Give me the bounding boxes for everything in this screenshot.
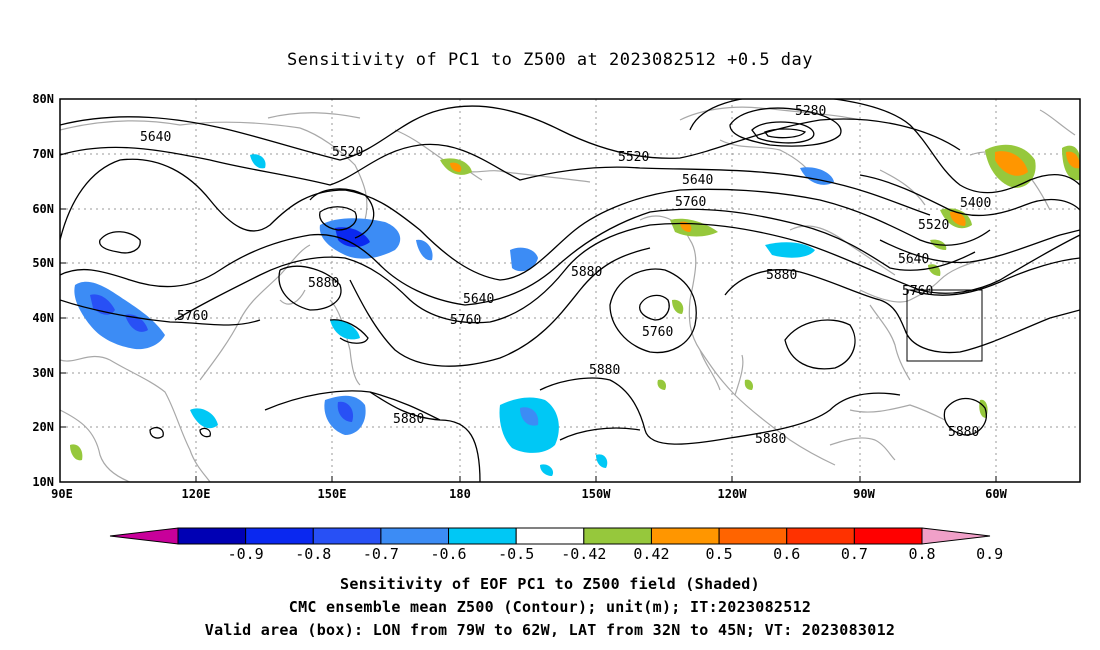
colorbar-tick-label: -0.42 bbox=[561, 545, 607, 563]
contour-label: 5760 bbox=[177, 309, 208, 324]
contour-label: 5520 bbox=[332, 145, 363, 160]
contour-label: 5880 bbox=[571, 265, 602, 280]
lon-label: 120E bbox=[181, 487, 211, 501]
contour-label: 5760 bbox=[642, 325, 673, 340]
lon-label: 90W bbox=[853, 487, 875, 501]
map-title: Sensitivity of PC1 to Z500 at 2023082512… bbox=[286, 50, 813, 70]
colorbar-tick-label: 0.42 bbox=[633, 545, 670, 563]
contour-label: 5640 bbox=[898, 252, 929, 267]
lat-label: 80N bbox=[32, 92, 54, 106]
contour-label: 5640 bbox=[140, 130, 171, 145]
lat-label: 10N bbox=[32, 475, 54, 489]
contour-label: 5520 bbox=[918, 218, 949, 233]
contour-labels: 5640 5520 5280 5520 5640 5760 5400 5520 … bbox=[140, 104, 991, 447]
valid-area-box bbox=[906, 289, 983, 362]
colorbar-tick-label: 0.8 bbox=[908, 545, 936, 563]
colorbar-tick-label: 0.7 bbox=[840, 545, 868, 563]
lat-label: 70N bbox=[32, 147, 54, 161]
colorbar-tick-label: -0.9 bbox=[227, 545, 264, 563]
contour-label: 5880 bbox=[589, 363, 620, 378]
contour-label: 5760 bbox=[450, 313, 481, 328]
map-frame bbox=[59, 98, 1081, 483]
positive-sensitivity-patches bbox=[70, 144, 1080, 461]
contour-label: 5640 bbox=[463, 292, 494, 307]
contour-label: 5880 bbox=[766, 268, 797, 283]
lon-label: 120W bbox=[717, 487, 747, 501]
colorbar-tick-label: -0.7 bbox=[362, 545, 399, 563]
contour-label: 5880 bbox=[755, 432, 786, 447]
coastlines bbox=[60, 106, 1076, 482]
colorbar-tick-label: -0.5 bbox=[498, 545, 535, 563]
lon-label: 180 bbox=[449, 487, 471, 501]
contour-label: 5880 bbox=[308, 276, 339, 291]
colorbar-tick-label: -0.8 bbox=[295, 545, 332, 563]
colorbar-tick-label: 0.9 bbox=[976, 545, 1004, 563]
colorbar-tick-label: 0.5 bbox=[705, 545, 733, 563]
colorbar-tick-label: 0.6 bbox=[773, 545, 801, 563]
contour-label: 5760 bbox=[675, 195, 706, 210]
contour-label: 5520 bbox=[618, 150, 649, 165]
contour-label: 5880 bbox=[948, 425, 979, 440]
lon-label: 150W bbox=[581, 487, 611, 501]
lon-label: 60W bbox=[985, 487, 1007, 501]
contour-label: 5400 bbox=[960, 196, 991, 211]
lat-label: 50N bbox=[32, 256, 54, 270]
caption-line-2: CMC ensemble mean Z500 (Contour); unit(m… bbox=[288, 598, 812, 616]
caption-line-1: Sensitivity of EOF PC1 to Z500 field (Sh… bbox=[340, 575, 760, 593]
lat-label: 30N bbox=[32, 366, 54, 380]
lon-label: 90E bbox=[51, 487, 73, 501]
lat-label: 20N bbox=[32, 420, 54, 434]
contour-label: 5280 bbox=[795, 104, 826, 119]
contour-label: 5880 bbox=[393, 412, 424, 427]
contour-label: 5640 bbox=[682, 173, 713, 188]
colorbar-tick-label: -0.6 bbox=[430, 545, 467, 563]
negative-sensitivity-patches bbox=[74, 154, 834, 476]
z500-contours bbox=[60, 99, 1080, 482]
lat-label: 40N bbox=[32, 311, 54, 325]
caption-line-3: Valid area (box): LON from 79W to 62W, L… bbox=[204, 621, 896, 639]
lon-label: 150E bbox=[317, 487, 347, 501]
contour-label: 5760 bbox=[902, 284, 933, 299]
lat-label: 60N bbox=[32, 202, 54, 216]
